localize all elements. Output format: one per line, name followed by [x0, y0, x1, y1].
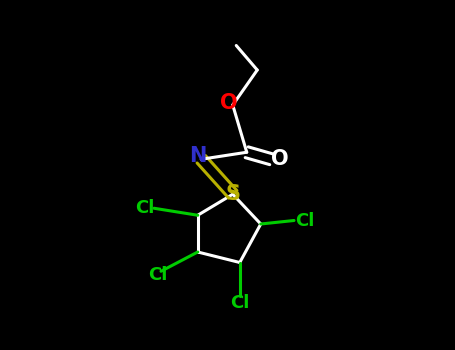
Text: Cl: Cl — [136, 199, 155, 217]
Text: Cl: Cl — [148, 266, 167, 284]
Text: Cl: Cl — [295, 211, 314, 230]
Text: N: N — [189, 146, 207, 166]
Text: O: O — [220, 93, 238, 113]
Text: S: S — [225, 184, 240, 204]
Text: Cl: Cl — [230, 294, 249, 312]
Text: O: O — [271, 149, 289, 169]
